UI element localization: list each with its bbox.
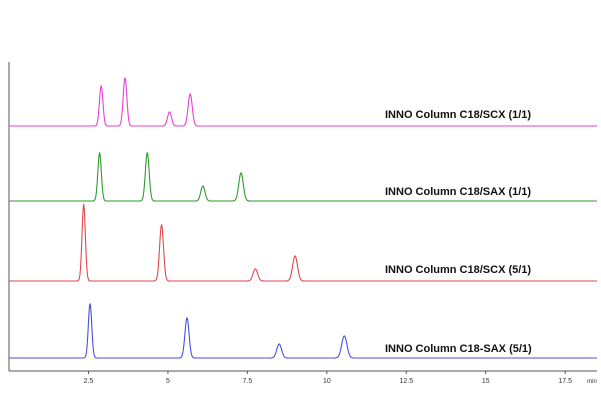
peak-4-apex [343,335,345,337]
peak-2-apex [124,77,126,79]
trace-label: INNO Column C18/SCX (1/1) [385,109,531,121]
trace-line [9,151,597,202]
peak-2-apex [146,152,148,154]
peak-2-apex [186,317,188,319]
trace-2: INNO Column C18/SAX (1/1) [9,151,597,202]
trace-1: INNO Column C18/SCX (1/1) [9,77,597,127]
peak-1-apex [83,204,85,206]
peak-1-apex [98,152,101,154]
x-tick-label: 12.5 [399,378,413,385]
trace-line [9,77,597,127]
peak-3-apex [168,111,171,113]
x-tick-label: 17.5 [558,378,572,385]
peak-3-apex [278,343,280,345]
trace-line [9,303,597,359]
peak-4-apex [240,172,242,174]
trace-3: INNO Column C18/SCX (5/1) [9,202,597,282]
x-axis-unit-label: min [587,379,597,385]
x-axis-ticks: 2.5 5 7.5 10 12.5 15 17.5 min [84,371,597,385]
peak-1-apex [89,303,91,305]
peak-3-apex [202,185,204,187]
peak-4-apex [294,255,296,257]
trace-4: INNO Column C18-SAX (5/1) [9,303,597,359]
peak-4-apex [189,93,191,95]
trace-line [9,202,597,282]
peak-2-apex [160,224,163,226]
trace-label: INNO Column C18/SCX (5/1) [385,264,531,276]
chromatogram-traces: INNO Column C18/SCX (1/1) INNO Column C18… [9,77,597,359]
x-tick-label: 7.5 [243,378,253,385]
trace-label: INNO Column C18/SAX (1/1) [385,186,531,198]
x-tick-label: 5 [166,378,170,385]
x-tick-label: 10 [323,378,331,385]
peak-3-apex [254,268,256,270]
x-tick-label: 15 [482,378,490,385]
trace-label: INNO Column C18-SAX (5/1) [385,343,532,355]
x-tick-label: 2.5 [84,378,94,385]
peak-1-apex [100,85,102,87]
